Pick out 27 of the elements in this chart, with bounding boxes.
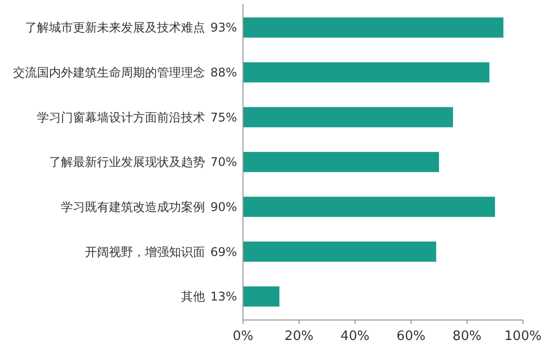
x-tick-label: 0% — [232, 329, 254, 344]
x-tick-label: 40% — [340, 329, 370, 344]
y-tick-label: 交流国内外建筑生命周期的管理理念 — [13, 66, 205, 80]
bar — [243, 17, 504, 38]
bar — [243, 196, 495, 217]
bar — [243, 62, 490, 82]
y-tick-label: 开阔视野，增强知识面 — [85, 244, 205, 259]
bar — [243, 107, 453, 128]
x-tick-label: 20% — [284, 329, 314, 344]
data-label: 88% — [210, 66, 237, 80]
y-tick-label: 了解城市更新未来发展及技术难点 — [25, 20, 205, 35]
data-label: 69% — [210, 244, 237, 259]
y-tick-label: 了解最新行业发展现状及趋势 — [49, 155, 205, 170]
data-label: 70% — [210, 155, 237, 170]
data-label: 75% — [210, 110, 237, 124]
x-tick-label: 100% — [504, 329, 542, 344]
y-tick-label: 学习门窗幕墙设计方面前沿技术 — [37, 110, 205, 124]
y-tick-label: 学习既有建筑改造成功案例 — [61, 200, 205, 214]
y-tick-label: 其他 — [181, 290, 205, 304]
bar — [243, 286, 280, 307]
data-label: 13% — [210, 290, 237, 304]
data-label: 90% — [210, 200, 237, 214]
x-tick-label: 60% — [396, 329, 426, 344]
bar — [243, 242, 436, 262]
x-tick-label: 80% — [452, 329, 482, 344]
bar — [243, 152, 439, 172]
data-label: 93% — [210, 20, 237, 35]
